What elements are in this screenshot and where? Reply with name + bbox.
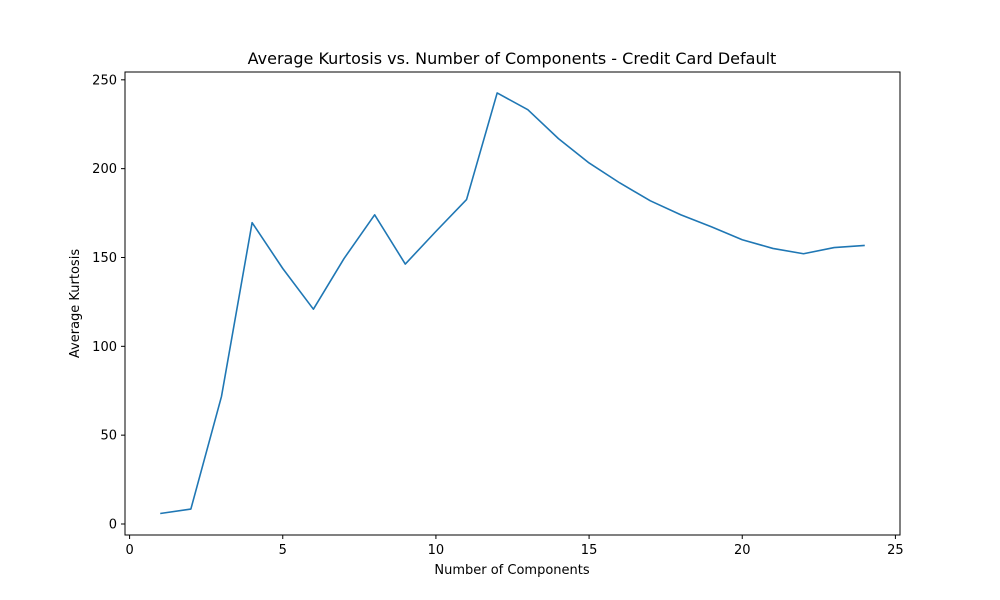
y-tick-label: 150 xyxy=(92,251,117,266)
x-axis-label: Number of Components xyxy=(434,563,589,578)
x-axis: 0 5 10 15 20 25 xyxy=(125,535,904,558)
x-tick-label: 25 xyxy=(887,543,904,558)
y-tick-label: 250 xyxy=(92,73,117,88)
y-tick-label: 0 xyxy=(109,517,117,532)
chart-title: Average Kurtosis vs. Number of Component… xyxy=(248,49,777,68)
x-tick-label: 0 xyxy=(125,543,133,558)
x-tick-label: 20 xyxy=(734,543,751,558)
y-tick-label: 200 xyxy=(92,162,117,177)
series-group xyxy=(160,92,865,515)
y-tick-label: 50 xyxy=(100,429,117,444)
x-tick-label: 5 xyxy=(279,543,287,558)
x-tick-label: 10 xyxy=(428,543,445,558)
x-tick-label: 15 xyxy=(581,543,598,558)
series-line xyxy=(160,92,865,515)
y-tick-label: 100 xyxy=(92,340,117,355)
y-axis: 0 50 100 150 200 250 xyxy=(92,73,125,532)
y-axis-label: Average Kurtosis xyxy=(68,249,83,358)
plot-frame xyxy=(124,71,901,536)
